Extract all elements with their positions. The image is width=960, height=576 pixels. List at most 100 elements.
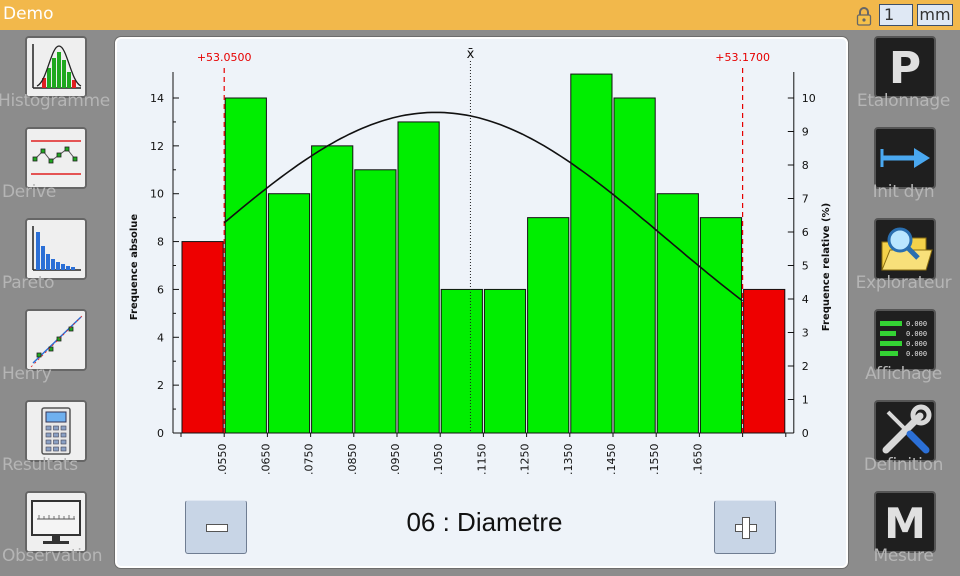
y2-tick-label: 4 [802, 293, 809, 306]
display-list-icon: 0.000 0.000 0.000 0.000 [874, 309, 936, 371]
x-tick-label: .1650 [691, 444, 704, 476]
histogram-bar [656, 193, 699, 434]
feature-title: 06 : Diametre [406, 507, 563, 537]
histogram-panel: 0 2 4 6 8 10 12 14 0 1 2 3 4 5 6 7 8 9 10.0550.0650.0750.0… [115, 37, 848, 568]
tool-label: Mesure [873, 546, 934, 566]
svg-text:0.000: 0.000 [906, 350, 927, 358]
x-tick-label: .1150 [475, 444, 488, 476]
letter-m-icon: M [874, 491, 936, 553]
y-tick-label: 10 [150, 188, 164, 201]
y2-tick-label: 3 [802, 327, 809, 340]
letter-p-icon: P [874, 36, 936, 98]
tool-histogramme[interactable]: Histogramme [0, 30, 115, 121]
y2-tick-label: 5 [802, 260, 809, 273]
tool-init-dyn[interactable]: Init dyn [846, 121, 960, 212]
monitor-icon [25, 491, 87, 553]
svg-text:M: M [884, 499, 926, 548]
histogram-bar [743, 288, 786, 434]
histogram-bar [224, 97, 267, 434]
y-tick-label: 14 [150, 92, 164, 105]
y-tick-label: 6 [157, 283, 164, 296]
tool-resultats[interactable]: Resultats [0, 394, 115, 485]
histogram-bar [354, 169, 397, 434]
right-toolbar: P Etalonnage Init dyn Explorateur [846, 30, 960, 576]
histogram-bar [311, 145, 354, 434]
histogram-bar [267, 193, 311, 434]
next-feature-button[interactable] [714, 500, 776, 554]
mean-label: x̄ [467, 47, 475, 62]
histogram-bar [527, 217, 570, 434]
y-tick-label: 0 [157, 427, 164, 440]
tool-mesure[interactable]: M Mesure [846, 485, 960, 576]
y2-tick-label: 2 [802, 360, 809, 373]
x-tick-label: .0950 [389, 444, 402, 476]
y2-tick-label: 10 [802, 92, 816, 105]
histogram-chart: 02468101214012345678910.0550.0650.0750.0… [129, 47, 832, 476]
x-tick-label: .0550 [216, 444, 229, 476]
svg-text:0.000: 0.000 [906, 330, 927, 338]
tool-label: Henry [2, 364, 52, 384]
upper-limit-label: +53.1700 [715, 51, 770, 64]
left-toolbar: Histogramme Derive [0, 30, 115, 576]
tool-definition[interactable]: Definition [846, 394, 960, 485]
tool-label: Affichage [865, 364, 942, 384]
tool-pareto[interactable]: Pareto [0, 212, 115, 303]
tool-etalonnage[interactable]: P Etalonnage [846, 30, 960, 121]
title-bar: Demo 1 mm [0, 0, 960, 30]
arrow-right-icon [874, 127, 936, 189]
tool-derive[interactable]: Derive [0, 121, 115, 212]
henry-plot-icon [25, 309, 87, 371]
y2-tick-label: 6 [802, 226, 809, 239]
drift-chart-icon [25, 127, 87, 189]
app-title: Demo [3, 4, 54, 24]
minus-icon [206, 524, 228, 532]
x-tick-label: .1250 [519, 444, 532, 476]
x-tick-label: .0850 [346, 444, 359, 476]
unit-field[interactable]: mm [917, 4, 953, 26]
plus-icon-v [742, 517, 750, 539]
lock-icon[interactable] [855, 6, 873, 26]
normal-curve [223, 111, 744, 302]
tool-explorateur[interactable]: Explorateur [846, 212, 960, 303]
x-tick-label: .1550 [648, 444, 661, 476]
tool-label: Observation [2, 546, 103, 566]
histogram-bar [440, 288, 483, 434]
x-tick-label: .1450 [605, 444, 618, 476]
tool-affichage[interactable]: 0.000 0.000 0.000 0.000 Affichage [846, 303, 960, 394]
y2-tick-label: 1 [802, 394, 809, 407]
histogram-bar [181, 241, 224, 434]
tool-observation[interactable]: Observation [0, 485, 115, 576]
histogram-bar [483, 288, 527, 434]
x-tick-label: .1050 [432, 444, 445, 476]
y2-tick-label: 8 [802, 159, 809, 172]
x-tick-label: .0750 [303, 444, 316, 476]
lower-limit-label: +53.0500 [197, 51, 252, 64]
folder-search-icon [874, 218, 936, 280]
value-field[interactable]: 1 [879, 4, 913, 26]
tool-label: Derive [2, 182, 56, 202]
tool-label: Pareto [2, 273, 55, 293]
y-tick-label: 2 [157, 379, 164, 392]
tool-label: Resultats [2, 455, 78, 475]
y-tick-label: 8 [157, 236, 164, 249]
tool-label: Init dyn [872, 182, 935, 202]
y2-axis-label: Frequence relative (%) [821, 203, 832, 331]
pareto-icon [25, 218, 87, 280]
y2-tick-label: 9 [802, 126, 809, 139]
svg-text:0.000: 0.000 [906, 320, 927, 328]
tool-label: Definition [863, 455, 944, 475]
x-tick-label: .1350 [562, 444, 575, 476]
wrench-screwdriver-icon [874, 400, 936, 462]
y2-tick-label: 0 [802, 427, 809, 440]
svg-text:P: P [889, 43, 921, 94]
calculator-icon [25, 400, 87, 462]
tool-label: Etalonnage [856, 91, 951, 111]
histogram-bar [613, 97, 656, 434]
y-tick-label: 4 [157, 331, 164, 344]
tool-henry[interactable]: Henry [0, 303, 115, 394]
svg-text:0.000: 0.000 [906, 340, 927, 348]
y-axis-label: Frequence absolue [129, 214, 140, 321]
previous-feature-button[interactable] [185, 500, 247, 554]
histogram-icon [25, 36, 87, 98]
histogram-bar [699, 217, 743, 434]
